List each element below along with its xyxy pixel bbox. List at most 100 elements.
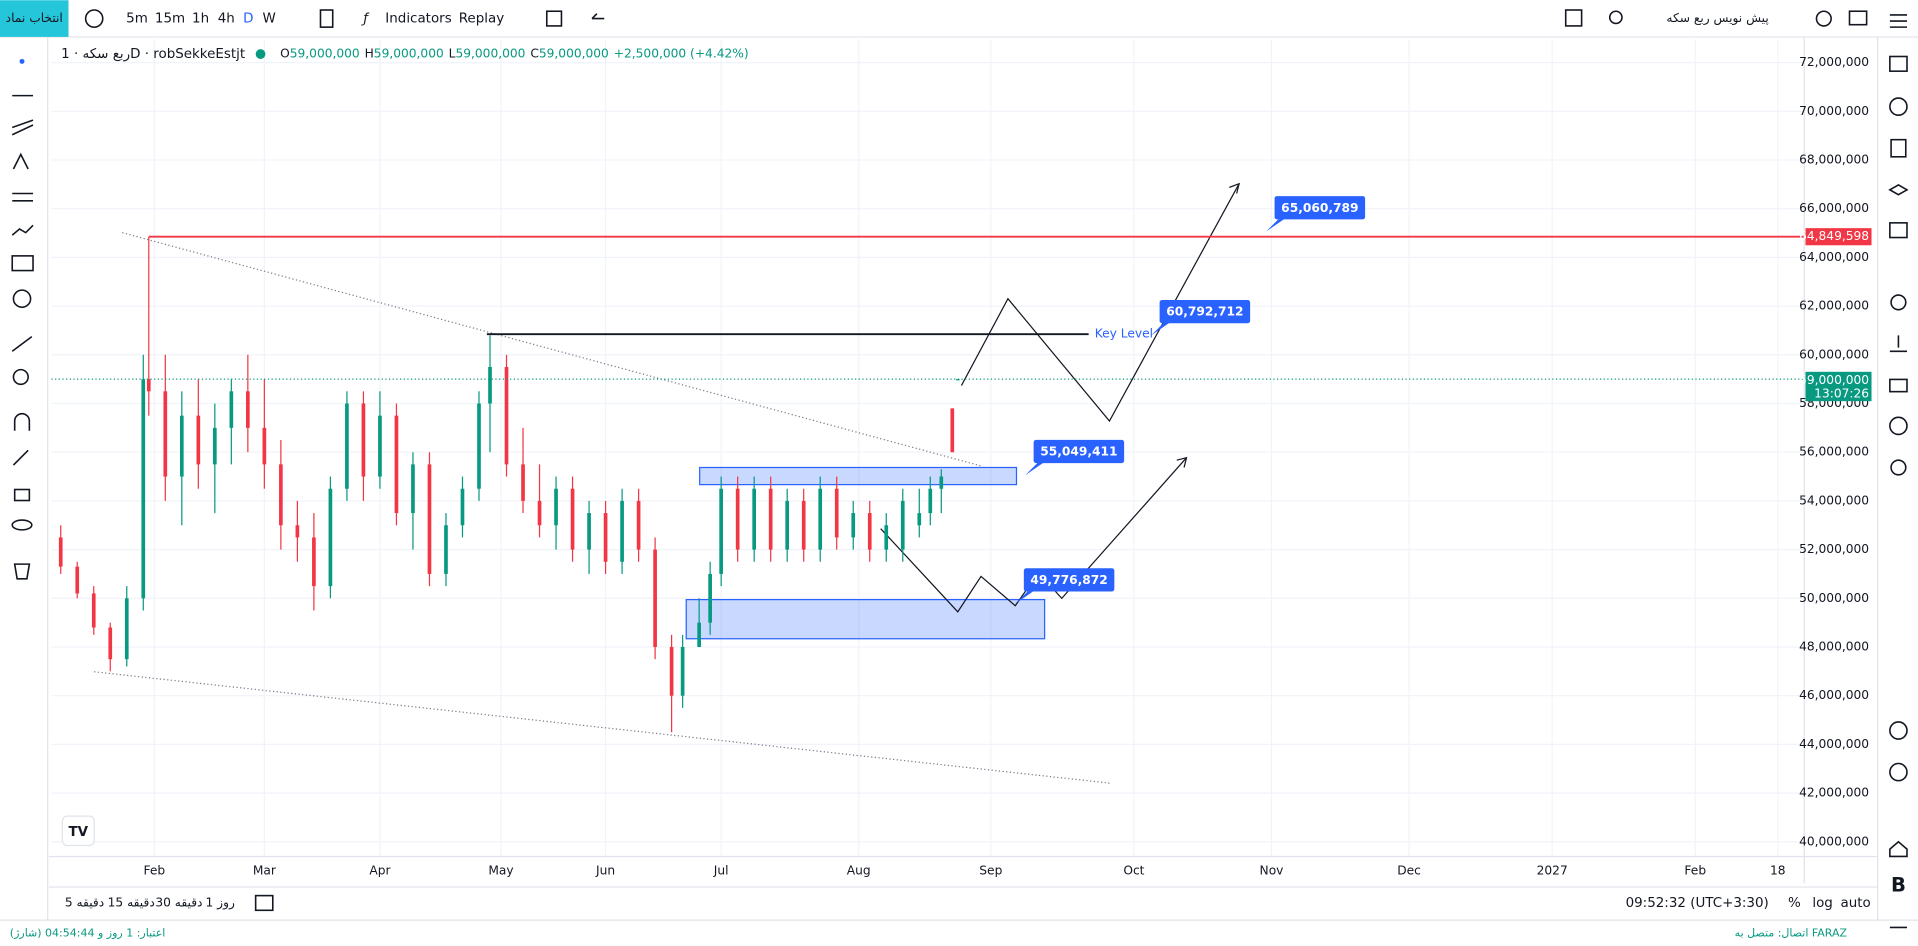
candle-body xyxy=(279,464,283,526)
candle-body xyxy=(653,549,657,647)
callout-label: 60,792,712 xyxy=(1166,305,1243,319)
x-tick-label: 2027 xyxy=(1537,864,1568,878)
candle-body xyxy=(719,488,723,574)
candle-body xyxy=(708,573,712,623)
timeframe[interactable]: 4h xyxy=(218,12,235,27)
drawing xyxy=(1176,456,1188,468)
callout-box xyxy=(1023,568,1115,592)
range-button[interactable]: 5 دقیقه xyxy=(65,895,104,909)
legend-value: L xyxy=(449,47,456,61)
candle-body xyxy=(851,513,856,538)
candle-body xyxy=(867,513,872,550)
candle-body xyxy=(295,525,300,538)
legend-value: H xyxy=(365,47,374,61)
candle-body xyxy=(570,488,575,550)
last-price-label: 59,000,000 xyxy=(1799,373,1869,387)
candle-body xyxy=(411,464,415,514)
indicators-button[interactable]: Indicators xyxy=(385,12,451,27)
legend-value: +2,500,000 (+4.42%) xyxy=(614,47,749,61)
candle-body xyxy=(75,566,80,594)
timeframe[interactable]: D xyxy=(243,12,253,27)
tv-logo-text: TV xyxy=(68,825,88,840)
candle-body xyxy=(917,513,922,526)
timeframe[interactable]: 5m xyxy=(126,12,148,27)
undo-icon[interactable] xyxy=(591,13,605,20)
settings-icon[interactable] xyxy=(1815,10,1832,27)
candle-body xyxy=(246,391,250,428)
drawing xyxy=(94,671,1110,784)
symbol-button[interactable] xyxy=(0,0,69,37)
fx-icon[interactable]: ƒ xyxy=(360,12,370,27)
callout-box xyxy=(1159,300,1251,324)
candle-body xyxy=(460,488,465,526)
draft-text[interactable]: پیش نویس ربع سکه xyxy=(1666,11,1768,26)
add-icon[interactable] xyxy=(84,9,104,28)
connection: اتصال: متصل به FARAZ xyxy=(1735,927,1848,940)
symbol-button-text[interactable]: انتخاب نماد xyxy=(6,11,63,25)
drawing-tools[interactable] xyxy=(11,58,34,580)
legend-value: 59,000,000 xyxy=(290,47,360,61)
candle-body xyxy=(554,488,558,526)
legend-symbol: ربع سکه · 1D · robSekkeEstjt xyxy=(61,47,245,62)
candle-body xyxy=(537,500,542,526)
y-tick-label: 56,000,000 xyxy=(1799,445,1869,459)
range-button[interactable]: 30 دقیقه xyxy=(155,895,202,909)
range-button[interactable]: 1 روز xyxy=(206,895,235,910)
candle-body xyxy=(768,488,773,550)
y-tick-label: 64,000,000 xyxy=(1799,250,1869,264)
y-tick-label: 70,000,000 xyxy=(1799,104,1869,118)
price-label: 64,849,598 xyxy=(1799,229,1869,243)
timeframe[interactable]: 15m xyxy=(155,12,185,27)
log-toggle[interactable]: log xyxy=(1812,896,1832,911)
x-tick-label: May xyxy=(488,864,513,878)
sidebar-icons[interactable] xyxy=(1888,14,1909,929)
legend-value: 59,000,000 xyxy=(455,47,525,61)
candle-body xyxy=(669,646,674,696)
candle-body xyxy=(58,537,63,567)
search-icon[interactable] xyxy=(1608,10,1623,25)
replay-button[interactable]: Replay xyxy=(459,12,504,27)
x-tick-label: Oct xyxy=(1123,864,1144,878)
drawing xyxy=(699,466,1018,486)
timeframe[interactable]: 1h xyxy=(192,12,209,27)
candle-body xyxy=(229,391,234,428)
candle-body xyxy=(752,488,757,550)
candle-body xyxy=(620,500,624,562)
market-status xyxy=(255,49,266,59)
callout-label: 49,776,872 xyxy=(1030,573,1107,587)
y-tick-label: 52,000,000 xyxy=(1799,542,1869,556)
legend-value: 59,000,000 xyxy=(374,47,444,61)
clock: 09:52:32 (UTC+3:30) xyxy=(1626,896,1769,911)
drawing xyxy=(1229,182,1240,194)
legend-value: O xyxy=(280,47,290,61)
layout-icon[interactable] xyxy=(545,10,563,27)
candle-body xyxy=(312,537,316,587)
candle-body xyxy=(427,464,432,574)
auto-toggle[interactable]: auto xyxy=(1840,896,1870,911)
range-button[interactable]: 15 دقیقه xyxy=(108,895,155,909)
fullscreen-icon[interactable] xyxy=(1564,9,1583,27)
timeframe[interactable]: W xyxy=(262,12,275,27)
x-tick-label: Jul xyxy=(713,864,729,878)
camera-icon[interactable] xyxy=(1848,10,1868,26)
x-tick-label: Feb xyxy=(1684,864,1706,878)
brand-icon[interactable]: B xyxy=(1891,873,1906,896)
x-tick-label: Jun xyxy=(595,864,615,878)
candle-body xyxy=(394,415,399,514)
chart-type-icon[interactable] xyxy=(319,9,334,28)
percent-toggle[interactable]: % xyxy=(1788,896,1801,911)
candle-body xyxy=(928,488,933,514)
candle-body xyxy=(735,488,740,550)
plot-area: Key Level 65,060,789 60,792,712 55,049,411 4… xyxy=(51,39,1805,857)
date-range-icon[interactable] xyxy=(254,894,274,912)
drawing xyxy=(880,457,1187,613)
y-tick-label: 66,000,000 xyxy=(1799,201,1869,215)
x-tick-label: Dec xyxy=(1397,864,1421,878)
candle-body xyxy=(801,500,806,550)
candle-body xyxy=(900,500,905,550)
candle-body xyxy=(834,488,839,538)
candle-body xyxy=(697,622,701,647)
candle-body xyxy=(785,500,790,550)
y-tick-label: 54,000,000 xyxy=(1799,493,1869,507)
